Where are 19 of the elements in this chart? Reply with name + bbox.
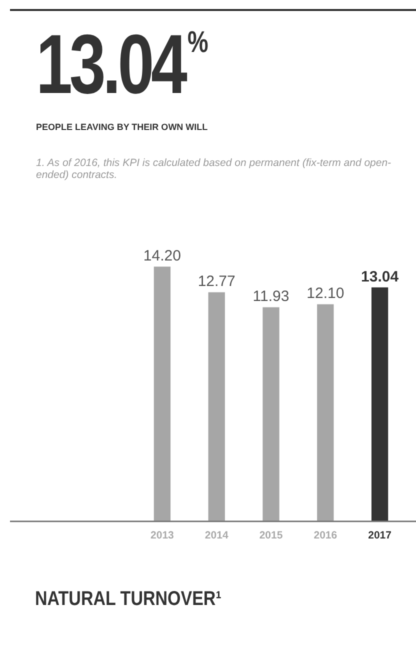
bar <box>154 266 171 522</box>
text: NATURAL TURNOVER¹ <box>35 588 222 611</box>
data-label: 14.20 <box>143 248 181 265</box>
x-tick-label: 2017 <box>368 530 392 542</box>
x-tick-label: 2016 <box>314 530 338 542</box>
data-label: 13.04 <box>361 268 400 286</box>
data-label: 12.77 <box>198 273 236 290</box>
text: 1. As of 2016, this KPI is calculated based on permanent (fix-term and open-ended) contracts. <box>36 157 392 181</box>
chart-subtitle: PEOPLE LEAVING BY THEIR OWN WILL <box>36 122 208 132</box>
bar <box>262 307 280 522</box>
data-label: 11.93 <box>252 288 290 306</box>
x-tick-label: 2015 <box>259 530 283 542</box>
x-tick-label: 2013 <box>150 530 174 542</box>
data-label: 12.10 <box>306 285 344 302</box>
bar <box>208 292 225 522</box>
bar <box>317 304 334 522</box>
bar <box>371 287 388 522</box>
x-tick-label: 2014 <box>204 530 228 542</box>
text: 13.04$^{%}$ <box>36 17 208 111</box>
